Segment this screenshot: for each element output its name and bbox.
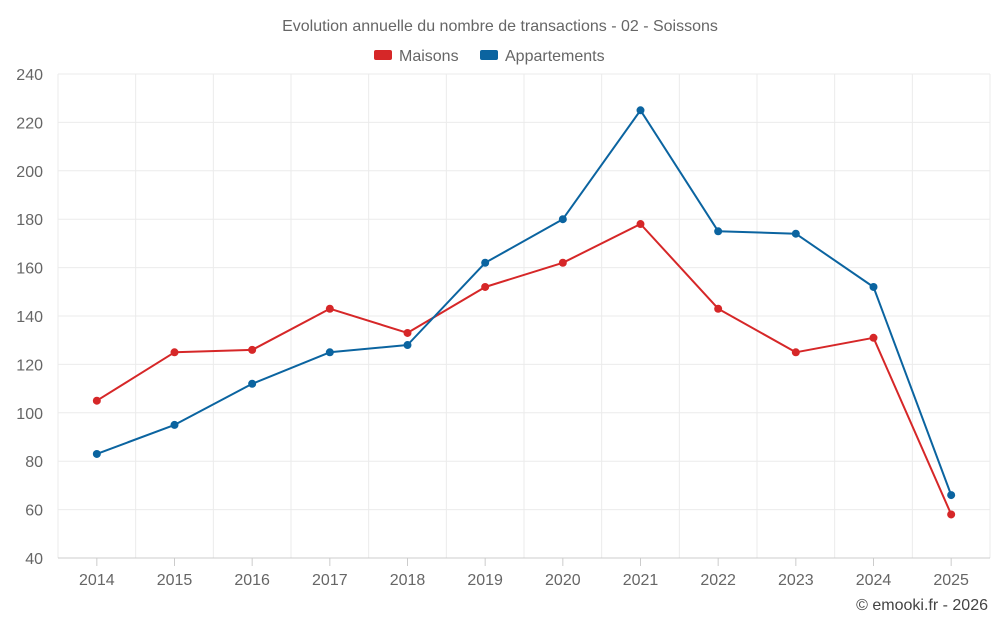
legend-swatch-appartements: [480, 50, 498, 60]
y-tick-label: 140: [16, 309, 43, 326]
legend-item-maisons[interactable]: Maisons: [374, 48, 459, 65]
credit-text[interactable]: © emooki.fr - 2026: [856, 597, 988, 614]
data-point-appartements[interactable]: Appartements 2014: 83: [92, 449, 101, 458]
series-group: Maisons 2014: 105 Maisons 2015: 125 Maison…: [92, 106, 956, 519]
data-point-maisons[interactable]: Maisons 2023: 125: [791, 348, 800, 357]
x-tick-label: 2018: [390, 572, 426, 589]
data-point-appartements[interactable]: Appartements 2018: 128: [403, 341, 412, 350]
y-axis: 40 60 80 100 120 140 160 180 200 220 240: [16, 67, 43, 568]
y-tick-label: 220: [16, 115, 43, 132]
x-tick-label: 2016: [234, 572, 270, 589]
data-point-maisons[interactable]: Maisons 2014: 105: [92, 396, 101, 405]
y-tick-label: 200: [16, 164, 43, 181]
legend[interactable]: Maisons Appartements: [374, 48, 605, 65]
x-axis: 2014 2015 2016 2017 2018 2019 2020 2021 2022 2023…: [58, 557, 990, 589]
data-point-maisons[interactable]: Maisons 2018: 133: [403, 328, 412, 337]
data-point-appartements[interactable]: Appartements 2022: 175: [714, 227, 723, 236]
y-tick-label: 60: [25, 503, 43, 520]
x-tick-label: 2021: [623, 572, 659, 589]
data-point-maisons[interactable]: Maisons 2015: 125: [170, 348, 179, 357]
legend-swatch-maisons: [374, 50, 392, 60]
series-line-appartements[interactable]: [96, 109, 953, 496]
x-tick-label: 2019: [467, 572, 503, 589]
x-tick-label: 2014: [79, 572, 115, 589]
data-point-appartements[interactable]: Appartements 2020: 180: [558, 215, 567, 224]
y-tick-label: 240: [16, 67, 43, 84]
series-line-maisons[interactable]: [96, 223, 953, 515]
data-point-appartements[interactable]: Appartements 2017: 125: [325, 348, 334, 357]
data-point-appartements[interactable]: Appartements 2015: 95: [170, 420, 179, 429]
data-point-appartements[interactable]: Appartements 2016: 112: [248, 379, 257, 388]
x-tick-label: 2020: [545, 572, 581, 589]
data-point-maisons[interactable]: Maisons 2021: 178: [636, 220, 645, 229]
x-tick-label: 2023: [778, 572, 814, 589]
grid: [57, 73, 991, 559]
x-tick-label: 2025: [933, 572, 969, 589]
y-tick-label: 160: [16, 261, 43, 278]
legend-label-maisons: Maisons: [399, 48, 459, 65]
data-point-maisons[interactable]: Maisons 2025: 58: [947, 510, 956, 519]
x-tick-label: 2015: [157, 572, 193, 589]
data-point-appartements[interactable]: Appartements 2024: 152: [869, 282, 878, 291]
data-point-appartements[interactable]: Appartements 2023: 174: [791, 229, 800, 238]
y-tick-label: 120: [16, 357, 43, 374]
data-point-appartements[interactable]: Appartements 2025: 66: [947, 491, 956, 500]
data-point-appartements[interactable]: Appartements 2019: 162: [481, 258, 490, 267]
data-point-maisons[interactable]: Maisons 2024: 131: [869, 333, 878, 342]
data-point-maisons[interactable]: Maisons 2020: 162: [558, 258, 567, 267]
y-tick-label: 100: [16, 406, 43, 423]
data-point-maisons[interactable]: Maisons 2017: 143: [325, 304, 334, 313]
x-tick-label: 2024: [856, 572, 892, 589]
legend-label-appartements: Appartements: [505, 48, 605, 65]
legend-item-appartements[interactable]: Appartements: [480, 48, 605, 65]
x-tick-label: 2022: [700, 572, 736, 589]
y-tick-label: 40: [25, 551, 43, 568]
data-point-maisons[interactable]: Maisons 2022: 143: [714, 304, 723, 313]
x-tick-label: 2017: [312, 572, 348, 589]
chart-title: Evolution annuelle du nombre de transact…: [282, 18, 718, 35]
y-tick-label: 180: [16, 212, 43, 229]
data-point-appartements[interactable]: Appartements 2021: 225: [636, 106, 645, 115]
data-point-maisons[interactable]: Maisons 2019: 152: [481, 282, 490, 291]
y-tick-label: 80: [25, 454, 43, 471]
data-point-maisons[interactable]: Maisons 2016: 126: [248, 345, 257, 354]
